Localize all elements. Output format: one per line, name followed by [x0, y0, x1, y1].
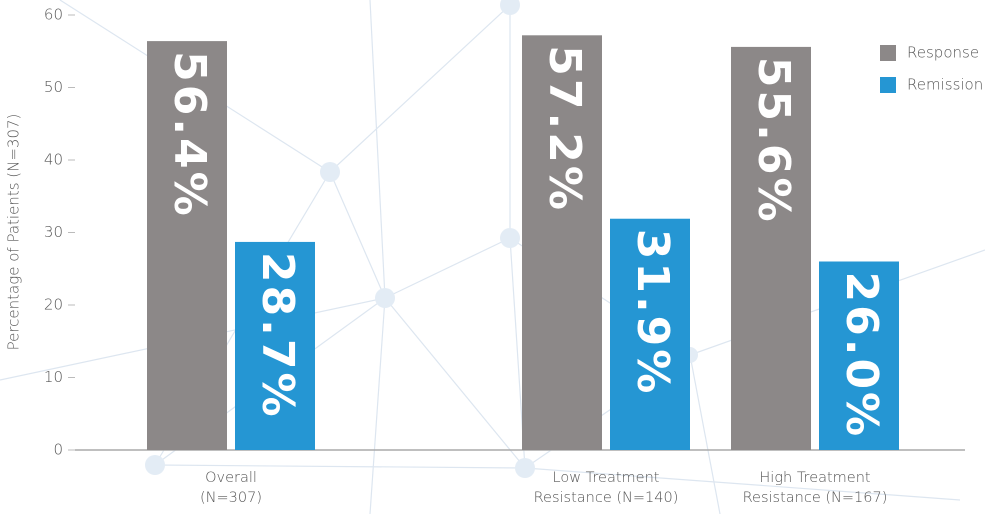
value-label: 26.0%: [836, 272, 887, 440]
y-tick-label: 0: [53, 441, 63, 459]
bar: [235, 241, 315, 450]
y-tick-label: 10: [44, 368, 63, 386]
y-axis-label: Percentage of Patients (N=307): [5, 114, 23, 351]
value-label: 55.6%: [748, 57, 799, 225]
value-label: 31.9%: [627, 229, 678, 397]
x-tick-label: High Treatment Resistance (N=167): [742, 470, 888, 506]
bar: [819, 261, 899, 450]
legend-label: Response: [907, 44, 979, 62]
y-tick-label: 40: [44, 151, 63, 169]
value-label: 57.2%: [539, 45, 590, 213]
y-tick-label: 50: [44, 78, 63, 96]
y-tick-label: 60: [44, 6, 63, 24]
x-tick-label: Low Treatment Resistance (N=140): [533, 470, 679, 506]
y-tick-label: 20: [44, 296, 63, 314]
x-tick-label: Overall (N=307): [200, 470, 262, 506]
legend-swatch: [880, 77, 896, 93]
y-tick-label: 30: [44, 223, 63, 241]
bar: [522, 35, 602, 451]
bar: [147, 41, 227, 450]
legend-swatch: [880, 45, 896, 61]
legend-label: Remission: [907, 76, 983, 94]
value-label: 28.7%: [252, 252, 303, 420]
bar: [731, 46, 811, 451]
value-label: 56.4%: [164, 51, 215, 219]
bar: [610, 218, 690, 450]
